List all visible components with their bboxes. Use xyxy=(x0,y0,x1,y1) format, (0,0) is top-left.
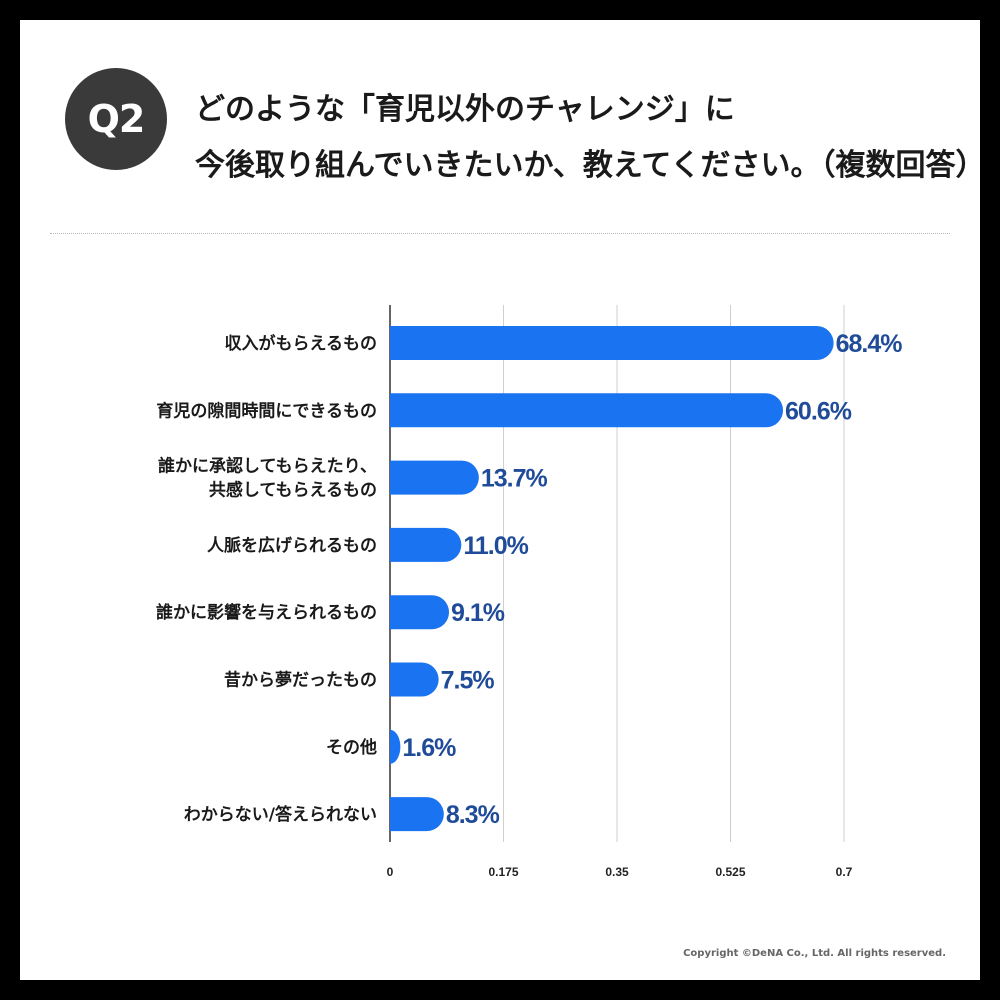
question-badge: Q2 xyxy=(65,68,167,170)
category-label: 収入がもらえるもの xyxy=(225,333,378,354)
bar xyxy=(390,326,834,360)
category-label: 共感してもらえるもの xyxy=(209,480,377,501)
data-label: 13.7% xyxy=(481,465,548,493)
x-tick-label: 0.525 xyxy=(715,865,745,879)
x-tick-label: 0 xyxy=(387,865,394,879)
data-label: 7.5% xyxy=(441,667,495,695)
x-tick-label: 0.175 xyxy=(488,865,518,879)
header-divider xyxy=(50,233,950,234)
question-title-line-1: どのような「育児以外のチャレンジ」に xyxy=(195,92,735,127)
bar xyxy=(390,527,462,562)
chart-card: Q2 どのような「育児以外のチャレンジ」に 今後取り組んでいきたいか、教えてくだ… xyxy=(20,20,986,980)
bar xyxy=(390,393,784,428)
bar xyxy=(390,662,439,697)
category-label: 人脈を広げられるもの xyxy=(207,535,377,556)
copyright-text: Copyright ©DeNA Co., Ltd. All rights res… xyxy=(683,948,946,959)
bar xyxy=(390,460,479,495)
data-label: 1.6% xyxy=(402,734,456,762)
data-label: 9.1% xyxy=(451,599,505,627)
category-label: 育児の隙間時間にできるもの xyxy=(156,400,377,421)
x-tick-label: 0.35 xyxy=(605,865,629,879)
question-title-line-2: 今後取り組んでいきたいか、教えてください。（複数回答） xyxy=(195,148,986,183)
question-title: どのような「育児以外のチャレンジ」に 今後取り組んでいきたいか、教えてください。… xyxy=(195,82,986,194)
data-label: 68.4% xyxy=(836,330,903,358)
bar xyxy=(390,797,444,832)
data-label: 8.3% xyxy=(446,801,500,829)
category-label: わからない/答えられない xyxy=(184,804,377,825)
x-tick-label: 0.7 xyxy=(836,865,853,879)
data-label: 60.6% xyxy=(785,397,852,425)
category-label: 誰かに影響を与えられるもの xyxy=(156,602,377,623)
bar xyxy=(390,729,401,764)
bar-chart: 0 0.175 0.35 0.525 0.7 68.4% 収入がもらえるもの 60.6% 育児の… xyxy=(156,305,903,879)
data-label: 11.0% xyxy=(463,532,528,560)
category-label: 誰かに承認してもらえたり、 xyxy=(158,456,377,477)
bar xyxy=(390,595,450,630)
category-label: その他 xyxy=(326,737,377,758)
category-label: 昔から夢だったもの xyxy=(224,670,377,691)
